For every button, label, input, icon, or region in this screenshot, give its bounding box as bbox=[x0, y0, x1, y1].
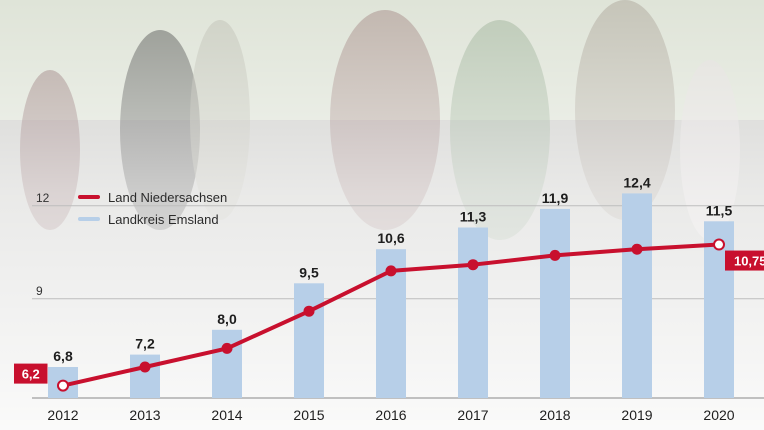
x-tick-label: 2019 bbox=[621, 407, 652, 423]
line-point bbox=[57, 379, 69, 392]
y-tick-label: 12 bbox=[36, 191, 50, 205]
legend-label-line: Land Niedersachsen bbox=[108, 189, 228, 205]
bar-value-label: 11,5 bbox=[706, 202, 733, 218]
legend-swatch-line bbox=[78, 195, 100, 199]
line-point bbox=[631, 243, 643, 255]
bar bbox=[130, 354, 160, 398]
line-end-label: 6,2 bbox=[22, 367, 40, 382]
line-end-label-box bbox=[725, 250, 764, 271]
bar-value-label: 9,5 bbox=[299, 264, 319, 280]
bar bbox=[458, 227, 488, 398]
bar bbox=[622, 193, 652, 398]
x-tick-label: 2016 bbox=[375, 407, 406, 423]
bar-value-label: 8,0 bbox=[217, 311, 237, 327]
x-tick-label: 2018 bbox=[539, 407, 570, 423]
x-tick-label: 2020 bbox=[703, 407, 734, 423]
x-tick-label: 2017 bbox=[457, 407, 488, 423]
line-end-label: 10,75 bbox=[734, 254, 764, 269]
label-layer: 6,8 2012 7,2 2013 8,0 2014 9,5 2015 10,6 2016 11,3… bbox=[14, 174, 764, 423]
legend-swatch-bar bbox=[78, 217, 100, 221]
line-point bbox=[713, 238, 725, 251]
bar-value-label: 6,8 bbox=[53, 348, 73, 364]
bar-value-label: 11,3 bbox=[460, 209, 487, 225]
x-tick-label: 2014 bbox=[211, 407, 242, 423]
line-point bbox=[221, 342, 233, 354]
line-point bbox=[139, 361, 151, 373]
bar-value-label: 11,9 bbox=[542, 190, 569, 206]
bar-value-label: 10,6 bbox=[377, 230, 404, 246]
x-tick-label: 2012 bbox=[47, 407, 78, 423]
line-end-label-box bbox=[14, 363, 48, 384]
line-point bbox=[385, 265, 397, 277]
legend-item-bar: Landkreis Emsland bbox=[78, 208, 227, 230]
line-layer bbox=[57, 238, 725, 392]
line-point bbox=[467, 259, 479, 271]
y-tick-label: 9 bbox=[36, 284, 43, 298]
line-point bbox=[549, 249, 561, 261]
legend-label-bar: Landkreis Emsland bbox=[108, 211, 219, 227]
legend-item-line: Land Niedersachsen bbox=[78, 186, 227, 208]
line-point bbox=[303, 305, 315, 317]
x-tick-label: 2015 bbox=[293, 407, 324, 423]
bar bbox=[540, 208, 570, 398]
x-tick-label: 2013 bbox=[129, 407, 160, 423]
legend: Land Niedersachsen Landkreis Emsland bbox=[78, 186, 227, 230]
bar bbox=[294, 283, 324, 398]
bar-value-label: 12,4 bbox=[623, 174, 650, 190]
bar-value-label: 7,2 bbox=[135, 336, 155, 352]
bar bbox=[212, 329, 242, 398]
